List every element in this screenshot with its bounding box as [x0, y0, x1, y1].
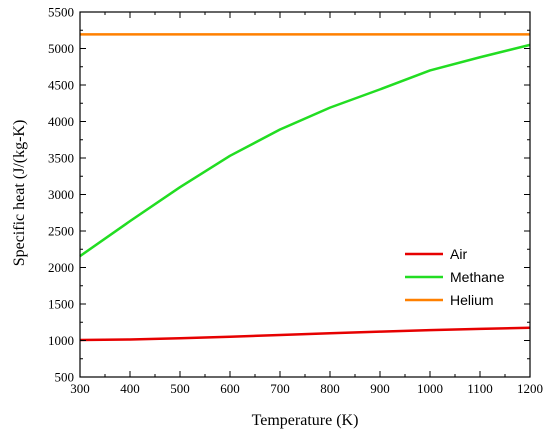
legend: Air Methane Helium: [405, 246, 505, 308]
x-tick-label: 700: [270, 381, 290, 396]
x-tick-label: 800: [320, 381, 340, 396]
x-tick-label: 900: [370, 381, 390, 396]
y-tick-label: 1500: [48, 297, 74, 312]
y-tick-label: 4000: [48, 114, 74, 129]
series-line-methane: [79, 43, 531, 258]
x-tick-label: 500: [170, 381, 190, 396]
x-axis-label: Temperature (K): [252, 412, 359, 429]
y-tick-label: 500: [55, 370, 75, 385]
x-tick-label: 1200: [517, 381, 543, 396]
y-tick-label: 2000: [48, 260, 74, 275]
axis-ticks: [79, 11, 531, 378]
legend-label-helium: Helium: [450, 292, 494, 308]
x-tick-label: 400: [120, 381, 140, 396]
y-tick-label: 5500: [48, 5, 74, 20]
y-tick-label: 3000: [48, 187, 74, 202]
plot-frame: [79, 11, 531, 378]
y-tick-label: 5000: [48, 41, 74, 56]
x-tick-label: 600: [220, 381, 240, 396]
y-tick-label: 1000: [48, 333, 74, 348]
x-tick-label: 1100: [467, 381, 493, 396]
y-tick-label: 4500: [48, 78, 74, 93]
legend-label-methane: Methane: [450, 269, 505, 285]
y-tick-label: 3500: [48, 151, 74, 166]
legend-label-air: Air: [450, 246, 467, 262]
x-tick-labels: 300 400 500 600 700 800 900 1000 1100 1200: [70, 381, 543, 396]
y-tick-label: 2500: [48, 224, 74, 239]
y-tick-labels: 500 1000 1500 2000 2500 3000 3500 4000 4500 5000 5…: [48, 5, 74, 385]
x-tick-label: 300: [70, 381, 90, 396]
series-line-air: [79, 326, 531, 342]
plot-area: [79, 11, 531, 378]
y-axis-label: Specific heat (J/(kg-K): [11, 120, 28, 267]
x-tick-label: 1000: [417, 381, 443, 396]
